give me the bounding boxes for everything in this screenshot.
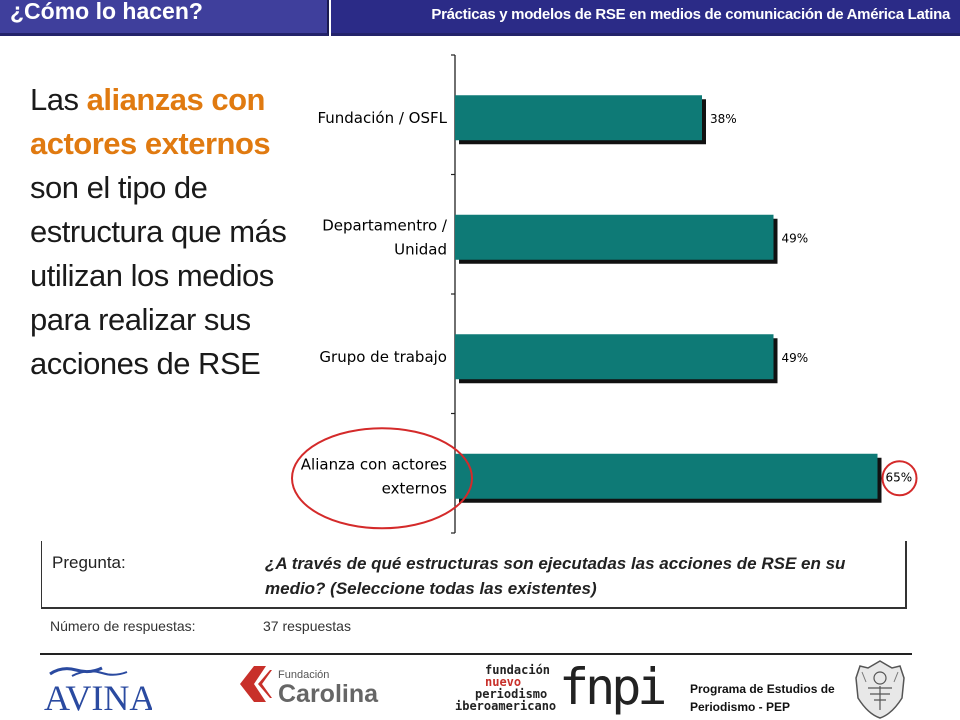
data-label: 49% bbox=[782, 231, 809, 245]
bar bbox=[455, 214, 774, 260]
bar bbox=[455, 453, 878, 499]
pep-line-1: Programa de Estudios de bbox=[690, 682, 835, 696]
question-label: Pregunta: bbox=[52, 553, 126, 572]
category-label: Departamentro / bbox=[322, 216, 448, 234]
bar-chart: 38% Fundación / OSFL 49% Departamentro / Uni… bbox=[291, 54, 918, 534]
carolina-big-text: Carolina bbox=[278, 680, 379, 708]
category-label: Alianza con actores bbox=[301, 455, 447, 473]
data-label: 38% bbox=[710, 112, 737, 126]
pep-credit: Programa de Estudios de Periodismo - PEP bbox=[690, 680, 835, 716]
highlight-circle-value bbox=[881, 460, 918, 497]
avina-logo: AVINA bbox=[44, 666, 152, 716]
category-label: Fundación / OSFL bbox=[317, 109, 447, 127]
footer-divider bbox=[40, 653, 912, 655]
fnpi-word-1: fundación bbox=[485, 663, 550, 677]
question-text: ¿A través de qué estructuras son ejecuta… bbox=[265, 554, 846, 598]
report-title: Prácticas y modelos de RSE en medios de … bbox=[431, 6, 950, 23]
fnpi-logo: fundación nuevo periodismo iberoamerican… bbox=[455, 662, 668, 716]
bar bbox=[455, 95, 702, 141]
question-box: Pregunta: ¿A través de qué estructuras s… bbox=[41, 541, 907, 609]
headline: Las alianzas con actores externos son el… bbox=[30, 78, 300, 386]
headline-highlight: alianzas con actores externos bbox=[30, 82, 271, 161]
fnpi-word-4: iberoamericano bbox=[455, 699, 556, 713]
avina-text: AVINA bbox=[44, 678, 152, 716]
responses-value: 37 respuestas bbox=[263, 618, 351, 634]
data-label: 65% bbox=[886, 470, 913, 484]
carolina-small-text: Fundación bbox=[278, 669, 329, 681]
pep-line-2: Periodismo - PEP bbox=[690, 700, 791, 714]
fnpi-word-3: periodismo bbox=[475, 687, 547, 701]
header-report-bar: Prácticas y modelos de RSE en medios de … bbox=[331, 0, 960, 36]
headline-rest: son el tipo de estructura que más utiliz… bbox=[30, 170, 287, 381]
section-title: ¿Cómo lo hacen? bbox=[10, 0, 203, 24]
category-label: externos bbox=[382, 479, 448, 497]
responses-label: Número de respuestas: bbox=[50, 618, 196, 634]
header-section-bar: ¿Cómo lo hacen? bbox=[0, 0, 329, 36]
highlight-ellipse-label bbox=[291, 427, 473, 530]
bar bbox=[455, 334, 774, 380]
headline-prefix: Las bbox=[30, 82, 87, 117]
category-label: Grupo de trabajo bbox=[319, 348, 447, 366]
category-label: Unidad bbox=[394, 240, 447, 258]
university-seal-logo bbox=[855, 660, 905, 719]
data-label: 49% bbox=[782, 351, 809, 365]
fnpi-word-2: nuevo bbox=[485, 675, 521, 689]
fnpi-acronym: fnpi bbox=[559, 662, 664, 716]
carolina-logo: Fundación Carolina bbox=[240, 666, 379, 708]
